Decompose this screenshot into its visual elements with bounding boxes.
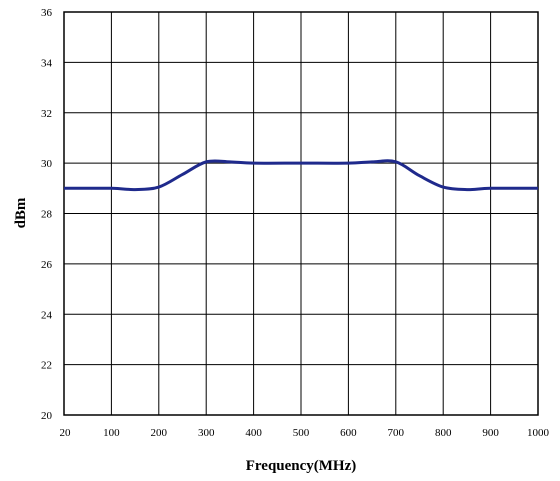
series-group [63,159,539,192]
y-axis-title: dBm [13,197,29,228]
x-tick-label: 20 [60,427,72,439]
y-tick-label: 26 [41,259,53,271]
x-tick-label: 700 [388,427,405,439]
x-tick-label: 600 [340,427,357,439]
y-tick-label: 32 [41,108,52,120]
x-tick-label: 900 [482,427,499,439]
x-tick-label: 400 [245,427,262,439]
y-tick-label: 34 [41,57,53,69]
series-line [63,159,539,192]
x-tick-label: 800 [435,427,452,439]
x-tick-labels: 20 100 200 300 400 500 600 700 800 900 1000 [60,427,550,439]
x-axis-title: Frequency(MHz) [246,458,357,474]
x-tick-label: 500 [293,427,310,439]
y-tick-label: 22 [41,360,52,372]
x-tick-label: 100 [103,427,120,439]
y-tick-label: 28 [41,209,53,221]
y-tick-label: 24 [41,309,53,321]
x-tick-label: 1000 [527,427,550,439]
x-tick-label: 200 [151,427,168,439]
plot-border [63,11,539,416]
y-tick-label: 20 [41,410,53,422]
y-tick-label: 30 [41,158,53,170]
x-tick-label: 300 [198,427,215,439]
y-tick-labels: 20 22 24 26 28 30 32 34 36 [41,7,53,422]
y-tick-label: 36 [41,7,53,19]
